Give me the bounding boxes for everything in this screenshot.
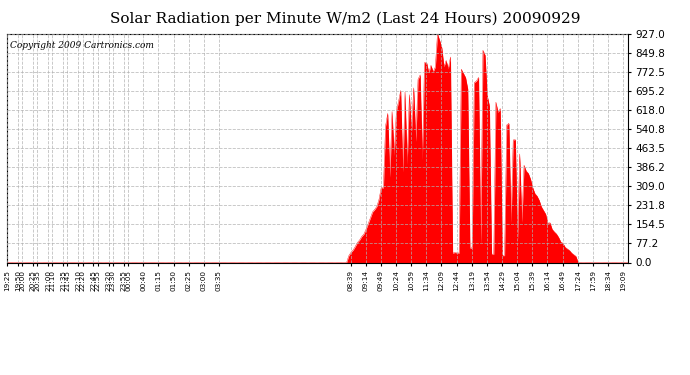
- Text: Copyright 2009 Cartronics.com: Copyright 2009 Cartronics.com: [10, 40, 154, 50]
- Text: Solar Radiation per Minute W/m2 (Last 24 Hours) 20090929: Solar Radiation per Minute W/m2 (Last 24…: [110, 11, 580, 26]
